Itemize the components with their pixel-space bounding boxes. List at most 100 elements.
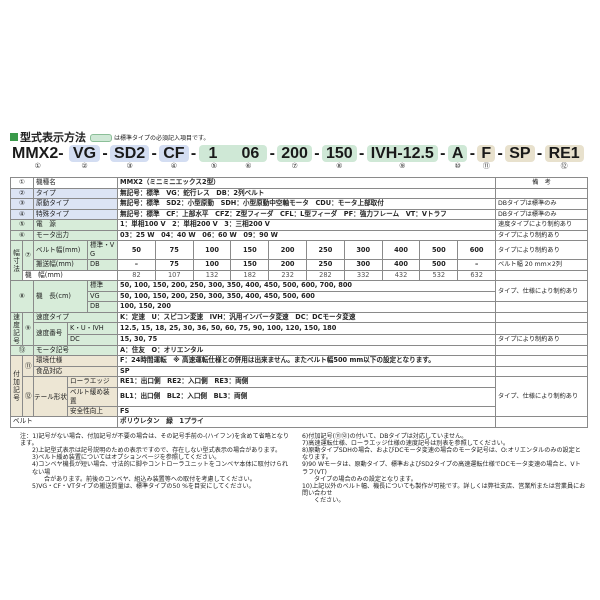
note-item: 7)高速運転仕様、ローラエッジ仕様の速度記号は別表を参照してください。 — [302, 439, 509, 447]
row-motor: ⑥ モータ出力 03：25 W 04：40 W 06：60 W 09：90 W タイプ… — [9, 229, 589, 241]
code-tail: RE1 — [544, 145, 584, 162]
code-sep: - — [190, 145, 197, 162]
row-num: ④ — [9, 208, 35, 220]
code-sep: - — [314, 145, 320, 162]
value-cell: 182 — [230, 269, 270, 281]
code-part: VG ② — [68, 145, 101, 171]
legend-text: は標準タイプの必須記入項目です。 — [114, 135, 210, 142]
row-remark: DBタイプは標準のみ — [495, 198, 589, 210]
row-value: 100, 150, 200 — [117, 301, 497, 313]
row-label: モータ出力 — [33, 229, 119, 241]
row-sublabel: ローラエッジ — [67, 376, 119, 388]
value-cell: 232 — [268, 269, 308, 281]
code-number: ④ — [170, 162, 177, 170]
row-label: 機 長(cm) — [33, 280, 89, 313]
row-num: ⑬ — [9, 344, 35, 356]
code-food: SP — [505, 145, 535, 162]
row-remark: タイプにより制約あり — [495, 229, 589, 241]
row-value: 無記号：標準 SD2：小型原動 SDH：小型原動中空軸モータ CDU：モータ上部… — [117, 198, 497, 210]
row-sublabel: 標準・VG — [87, 240, 119, 260]
group-label: 幅寸法 — [10, 240, 23, 281]
row-remark: タイプにより制約あり — [495, 240, 589, 260]
code-sep: - — [359, 145, 365, 162]
code-number: ⑫ — [560, 162, 568, 170]
row-value: MMX2（ミニミニエックス2型） — [117, 177, 497, 189]
section-title: 型式表示方法 — [10, 129, 86, 145]
value-cell: 500 — [419, 240, 459, 260]
spec-table: ① 機種名 MMX2（ミニミニエックス2型）備 考 ② タイプ 無記号：標準 VG：蛇行… — [9, 177, 589, 428]
row-remark — [495, 187, 589, 199]
row-label: 環境仕様 — [33, 355, 119, 367]
row-speed-type: 速度記号 ⑨ 速度タイプ K：定速 U：スピコン変速 IVH：汎用インバータ変速 DC… — [10, 311, 589, 346]
row-label: 速度番号 — [33, 322, 69, 346]
code-sep: - — [102, 145, 108, 162]
value-cell: 432 — [381, 269, 421, 281]
remarks-header: 備 考 — [495, 177, 589, 189]
row-model-name: ① 機種名 MMX2（ミニミニエックス2型）備 考 — [9, 177, 589, 189]
row-label: タイプ — [33, 187, 119, 199]
value-cell: 100 — [192, 240, 232, 260]
note-text: 1)記号がない場合、付加記号が不要の場合は、その記号手前の-(ハイフン)を含めて… — [20, 432, 289, 447]
row-label: 原動タイプ — [33, 198, 119, 210]
row-label: 機種名 — [33, 177, 119, 189]
row-value: 15, 30, 75 — [117, 334, 497, 346]
value-cell: 132 — [192, 269, 232, 281]
code-number: ⑨ — [399, 162, 406, 170]
row-roller: ⑫ テール形状 ローラエッジ RE1：出口側 RE2：入口側 RE3：両側 タイプ、仕様… — [11, 376, 589, 417]
row-loosen: ベルト緩め装置 BL1：出口側 BL2：入口側 BL3：両側 — [11, 386, 588, 407]
value-cell: 100 — [192, 259, 232, 271]
row-food: 食品対応 SP — [11, 365, 589, 377]
row-remark: ベルト幅 20 mm×2列 — [495, 259, 589, 271]
code-number: ⑩ — [454, 162, 461, 170]
row-value: A：住友 O：オリエンタル — [117, 344, 497, 356]
note-item: 5)VG・CF・VTタイプの搬送質量は、標準タイプの50 %を目安にしてください… — [20, 483, 294, 490]
row-speed-dc: DC 15, 30, 75 タイプにより制約あり — [11, 334, 589, 346]
row-sublabel: 安全性向上 — [67, 405, 119, 417]
row-remark: 速度タイプにより制約あり — [495, 219, 589, 231]
value-cell: 632 — [457, 269, 497, 281]
row-label: テール形状 — [33, 376, 69, 417]
row-type: ② タイプ 無記号：標準 VG：蛇行レス DB：2列ベルト — [9, 187, 589, 199]
note-item: タイプの場合のみの設定となります。 — [314, 475, 417, 483]
code-env: F — [477, 145, 496, 162]
value-cell: – — [117, 259, 156, 271]
note-item: 2)上記型式表示は記号説明のための表示ですので、存在しない型式表示の場合がありま… — [20, 447, 294, 454]
value-cell: 600 — [457, 240, 497, 260]
row-value: F：24時間運転 ※ 高速運転仕様との併用は出来ません。またベルト幅500 mm… — [117, 355, 497, 367]
row-remark — [495, 311, 589, 323]
code-type: VG — [68, 145, 101, 162]
row-label: 食品対応 — [33, 365, 119, 377]
code-sep: - — [440, 145, 446, 162]
row-sublabel: DB — [87, 301, 119, 313]
value-cell: 400 — [381, 240, 421, 260]
row-remark — [495, 269, 589, 281]
row-label: 特殊タイプ — [33, 208, 119, 220]
value-cell: 200 — [268, 240, 308, 260]
value-cell: 150 — [230, 240, 270, 260]
row-speed-kuivh: 速度番号 K・U・IVH 12.5, 15, 18, 25, 30, 36, 50,… — [11, 322, 589, 346]
value-cell: 300 — [343, 259, 383, 271]
row-remark — [495, 344, 589, 356]
row-value: 無記号：標準 VG：蛇行レス DB：2列ベルト — [117, 187, 497, 199]
value-cell: 107 — [154, 269, 194, 281]
value-cell: 50 — [117, 240, 156, 260]
code-number: ⑥ — [245, 162, 252, 170]
row-motor-maker: ⑬ モータ記号 A：住友 O：オリエンタル — [9, 344, 589, 356]
row-value: 12.5, 15, 18, 25, 30, 36, 50, 60, 75, 90… — [117, 322, 497, 335]
row-sublabel: 標準 — [87, 280, 119, 292]
note-item: 8)原動タイプSDHの場合、およびDCモータ変速の場合のモータ記号は、O:オリエ… — [302, 446, 581, 462]
note-item: 6)付加記号(⑪⑫)の付いて、DBタイプは対応していません。 — [302, 432, 468, 440]
code-length: 150 — [321, 145, 357, 162]
row-num: ⑨ — [21, 311, 35, 346]
value-cell: 150 — [230, 259, 270, 271]
code-number: ⑧ — [336, 162, 343, 170]
code-part: MMX2- ① — [8, 145, 68, 171]
row-num: ⑫ — [21, 376, 35, 417]
code-part: 150 ⑧ — [321, 145, 357, 171]
notes: 注：1)記号がない場合、付加記号が不要の場合は、その記号手前の-(ハイフン)を含… — [10, 433, 587, 505]
row-label: 電 源 — [33, 219, 119, 231]
row-remark — [495, 322, 589, 335]
code-number: ② — [81, 162, 88, 170]
